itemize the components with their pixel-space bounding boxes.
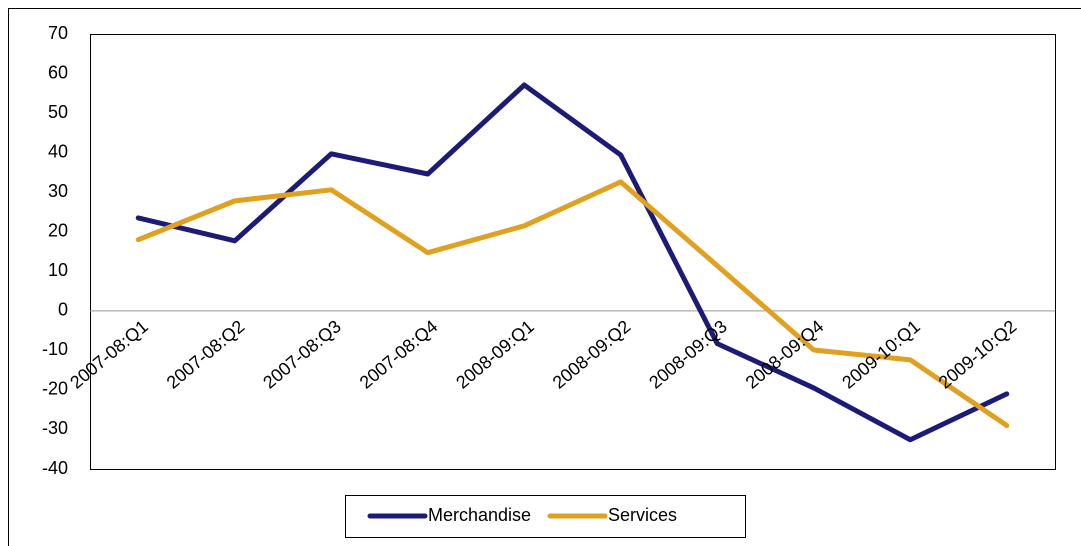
- frame: [8, 8, 1081, 546]
- y-tick-label: 0: [58, 300, 68, 320]
- y-tick-label: 10: [48, 260, 68, 280]
- y-tick-label: -40: [42, 458, 68, 478]
- legend-label: Merchandise: [428, 505, 531, 525]
- y-tick-label: 70: [48, 23, 68, 43]
- x-tick-label: 2008-09:Q1: [452, 316, 538, 392]
- x-tick-label: 2007-08:Q4: [356, 316, 442, 392]
- y-tick-label: 60: [48, 62, 68, 82]
- x-tick-label: 2007-08:Q1: [66, 316, 152, 392]
- y-tick-label: -10: [42, 339, 68, 359]
- plot-area: [90, 34, 1056, 470]
- y-tick-label: 40: [48, 141, 68, 161]
- x-tick-label: 2007-08:Q2: [163, 316, 249, 392]
- y-tick-label: 30: [48, 181, 68, 201]
- y-tick-label: -30: [42, 418, 68, 438]
- series-line: [135, 179, 1010, 428]
- x-tick-label: 2008-09:Q2: [549, 316, 635, 392]
- legend-label: Services: [608, 505, 677, 525]
- x-tick-label: 2007-08:Q3: [259, 316, 345, 392]
- x-tick-label: 2009-10:Q2: [935, 316, 1021, 392]
- y-tick-label: 50: [48, 102, 68, 122]
- x-tick-label: 2008-09:Q3: [645, 316, 731, 392]
- y-tick-label: 20: [48, 220, 68, 240]
- y-tick-label: -20: [42, 379, 68, 399]
